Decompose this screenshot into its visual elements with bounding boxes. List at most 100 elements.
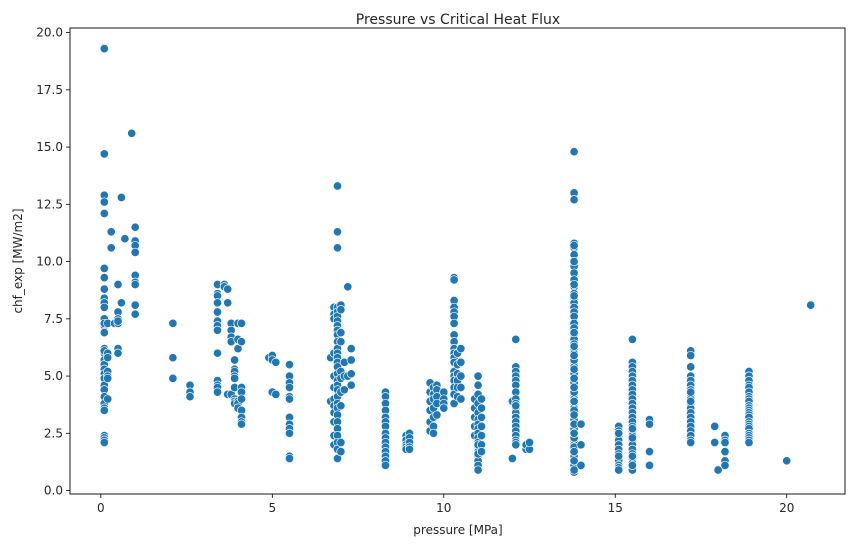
data-point bbox=[236, 318, 247, 328]
data-point bbox=[212, 298, 223, 308]
data-point bbox=[343, 282, 353, 292]
data-point bbox=[713, 465, 723, 475]
data-point bbox=[116, 192, 126, 203]
data-point bbox=[127, 128, 137, 138]
data-point bbox=[103, 353, 113, 363]
data-point bbox=[569, 382, 579, 393]
data-point bbox=[569, 341, 579, 351]
data-point bbox=[346, 355, 356, 365]
data-point bbox=[576, 419, 586, 429]
data-point bbox=[99, 284, 109, 294]
y-axis-ticks: 0.0 2.5 5.0 7.5 10.0 12.5 15.0 17.5 20.0 bbox=[36, 26, 70, 498]
data-point bbox=[432, 410, 442, 420]
y-tick-label: 20.0 bbox=[36, 26, 63, 40]
data-point bbox=[271, 357, 281, 367]
data-point bbox=[806, 300, 816, 310]
data-point bbox=[456, 371, 466, 381]
data-point bbox=[336, 437, 346, 448]
x-tick-label: 10 bbox=[436, 501, 451, 515]
data-point bbox=[346, 380, 356, 390]
data-point bbox=[236, 419, 247, 429]
y-tick-label: 15.0 bbox=[36, 140, 63, 154]
data-point bbox=[473, 465, 483, 475]
data-point bbox=[476, 394, 487, 404]
data-point bbox=[569, 279, 579, 290]
data-point bbox=[284, 360, 295, 370]
data-point bbox=[782, 456, 792, 466]
data-point bbox=[507, 453, 517, 464]
data-point bbox=[223, 298, 233, 308]
data-point bbox=[569, 257, 579, 267]
data-point bbox=[271, 389, 281, 399]
data-point bbox=[113, 279, 123, 290]
data-point bbox=[212, 325, 223, 335]
data-point bbox=[686, 437, 696, 448]
data-point bbox=[569, 456, 579, 466]
data-point bbox=[99, 302, 109, 312]
data-point bbox=[212, 307, 223, 317]
data-point bbox=[120, 234, 130, 244]
y-tick-label: 7.5 bbox=[44, 312, 63, 326]
data-point bbox=[476, 447, 487, 457]
data-point bbox=[627, 460, 637, 470]
data-point bbox=[686, 387, 696, 397]
data-point bbox=[168, 373, 178, 383]
data-point bbox=[168, 353, 178, 363]
data-point bbox=[346, 369, 356, 379]
data-point bbox=[99, 44, 109, 54]
data-point bbox=[569, 428, 579, 438]
data-point bbox=[168, 318, 178, 328]
data-point bbox=[720, 447, 730, 457]
data-point bbox=[476, 421, 487, 431]
data-point bbox=[113, 348, 123, 358]
data-point bbox=[614, 451, 624, 461]
data-point bbox=[710, 437, 720, 448]
x-tick-label: 15 bbox=[608, 501, 623, 515]
data-point bbox=[336, 401, 346, 411]
data-point bbox=[284, 453, 295, 464]
y-tick-label: 12.5 bbox=[36, 197, 63, 211]
data-point bbox=[627, 334, 637, 344]
data-point bbox=[284, 394, 295, 404]
data-point bbox=[569, 364, 579, 374]
data-point bbox=[569, 328, 579, 338]
data-point bbox=[569, 447, 579, 457]
data-point bbox=[339, 385, 349, 395]
data-point bbox=[428, 428, 439, 438]
data-point bbox=[614, 428, 624, 438]
data-point bbox=[99, 405, 109, 415]
data-point bbox=[686, 362, 696, 372]
data-point bbox=[99, 273, 109, 283]
data-point bbox=[336, 305, 346, 315]
data-point bbox=[439, 403, 449, 413]
data-point bbox=[644, 419, 655, 429]
data-point bbox=[106, 243, 116, 253]
data-point bbox=[449, 318, 459, 328]
data-point bbox=[332, 243, 343, 253]
data-point bbox=[456, 382, 466, 393]
data-point bbox=[212, 387, 223, 397]
chart-title: Pressure vs Critical Heat Flux bbox=[356, 12, 560, 28]
y-tick-label: 0.0 bbox=[44, 484, 63, 498]
data-point bbox=[614, 465, 624, 475]
data-point bbox=[230, 373, 240, 383]
data-point bbox=[476, 412, 487, 422]
data-point bbox=[710, 421, 720, 431]
data-point bbox=[627, 433, 637, 443]
data-point bbox=[99, 149, 109, 159]
data-point bbox=[284, 382, 295, 393]
y-tick-label: 2.5 bbox=[44, 426, 63, 440]
data-point bbox=[569, 465, 579, 475]
data-point bbox=[569, 291, 579, 301]
data-point bbox=[99, 437, 109, 448]
data-point bbox=[744, 437, 754, 448]
data-point bbox=[524, 437, 535, 448]
data-point bbox=[230, 355, 240, 365]
data-point bbox=[627, 451, 637, 461]
data-point bbox=[644, 460, 655, 470]
x-axis-label: pressure [MPa] bbox=[413, 523, 502, 537]
data-point bbox=[130, 300, 140, 310]
data-point bbox=[569, 396, 579, 406]
data-point bbox=[185, 392, 195, 402]
data-point bbox=[130, 247, 140, 257]
